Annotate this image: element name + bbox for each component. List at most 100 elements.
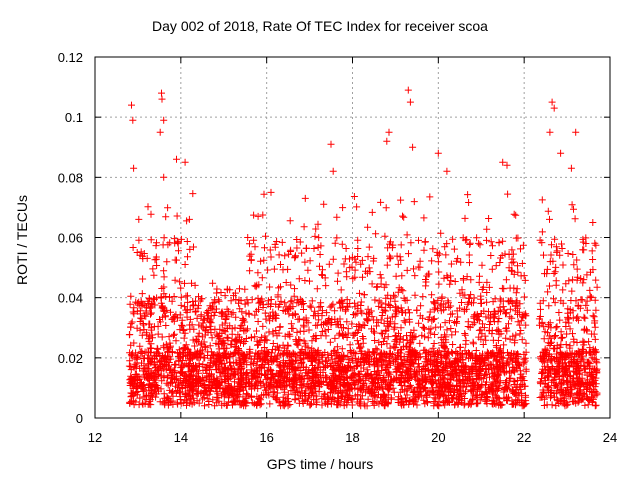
data-point bbox=[589, 312, 597, 320]
data-point bbox=[186, 392, 194, 400]
data-point bbox=[544, 353, 552, 361]
data-point bbox=[573, 384, 581, 392]
data-point bbox=[399, 287, 407, 295]
data-point bbox=[227, 297, 235, 305]
data-point bbox=[235, 354, 243, 362]
data-point bbox=[537, 354, 545, 362]
data-point bbox=[553, 350, 561, 358]
data-point bbox=[542, 348, 550, 356]
data-point bbox=[136, 251, 144, 259]
data-point bbox=[537, 305, 544, 313]
data-point bbox=[343, 318, 351, 326]
data-point bbox=[512, 354, 520, 362]
data-point bbox=[277, 261, 284, 268]
data-point bbox=[357, 302, 365, 309]
data-point bbox=[480, 359, 488, 367]
data-point bbox=[477, 310, 485, 317]
data-point bbox=[147, 236, 155, 244]
data-point bbox=[546, 128, 554, 136]
data-point bbox=[381, 334, 389, 342]
data-point bbox=[330, 364, 338, 372]
data-point bbox=[158, 304, 166, 312]
data-point bbox=[481, 354, 489, 362]
data-point bbox=[516, 330, 524, 338]
data-point bbox=[335, 375, 343, 383]
data-point bbox=[372, 385, 380, 393]
data-point bbox=[457, 258, 465, 266]
data-point bbox=[405, 375, 413, 383]
data-point bbox=[331, 239, 339, 247]
data-point bbox=[170, 331, 177, 339]
data-point bbox=[581, 401, 589, 409]
data-point bbox=[254, 269, 262, 277]
data-point bbox=[518, 390, 526, 398]
data-point bbox=[411, 291, 419, 299]
data-point bbox=[555, 366, 563, 374]
data-point bbox=[407, 338, 415, 346]
data-point bbox=[514, 234, 522, 242]
data-point bbox=[305, 394, 313, 402]
data-point bbox=[144, 374, 151, 382]
data-point bbox=[312, 335, 320, 342]
data-point bbox=[419, 293, 427, 301]
data-point bbox=[565, 277, 573, 285]
data-point bbox=[164, 401, 172, 409]
data-point bbox=[390, 375, 398, 383]
data-point bbox=[322, 282, 330, 290]
data-point bbox=[340, 324, 347, 332]
data-point bbox=[461, 214, 469, 222]
data-point bbox=[440, 390, 448, 398]
data-point bbox=[231, 343, 239, 351]
data-point bbox=[400, 317, 408, 325]
data-point bbox=[209, 279, 217, 287]
data-point bbox=[345, 358, 353, 366]
data-point bbox=[556, 361, 563, 369]
data-point bbox=[406, 309, 413, 317]
data-point bbox=[126, 400, 134, 407]
data-point bbox=[189, 387, 196, 395]
data-point bbox=[168, 315, 176, 323]
data-point bbox=[545, 332, 553, 340]
data-point bbox=[340, 352, 348, 360]
data-point bbox=[302, 369, 310, 377]
data-point bbox=[586, 348, 594, 356]
data-point bbox=[366, 309, 374, 317]
data-point bbox=[483, 353, 491, 361]
data-point bbox=[377, 198, 385, 206]
data-point bbox=[482, 313, 490, 321]
data-point bbox=[338, 297, 346, 305]
data-point bbox=[591, 239, 599, 247]
data-point bbox=[434, 149, 442, 157]
data-point bbox=[237, 297, 245, 305]
data-point bbox=[479, 341, 487, 348]
data-point bbox=[257, 378, 265, 386]
data-point bbox=[438, 351, 446, 359]
data-point bbox=[356, 343, 364, 351]
data-point bbox=[240, 398, 248, 406]
data-point bbox=[575, 350, 583, 358]
data-point bbox=[213, 305, 220, 313]
data-point bbox=[459, 376, 467, 383]
data-point bbox=[372, 379, 379, 387]
data-point bbox=[540, 335, 548, 343]
data-point bbox=[435, 347, 443, 355]
data-point bbox=[422, 365, 429, 373]
data-point bbox=[372, 345, 380, 353]
data-point bbox=[506, 351, 514, 359]
data-point bbox=[441, 401, 449, 409]
data-point bbox=[439, 392, 447, 399]
data-point bbox=[537, 378, 544, 386]
data-point bbox=[148, 393, 156, 401]
data-point bbox=[269, 340, 277, 347]
data-point bbox=[329, 377, 337, 385]
data-point bbox=[379, 375, 387, 383]
data-point bbox=[482, 389, 490, 397]
data-point bbox=[514, 351, 522, 359]
data-point bbox=[296, 349, 304, 357]
data-point bbox=[164, 344, 172, 351]
data-point bbox=[448, 331, 456, 339]
data-point bbox=[517, 327, 525, 334]
data-point bbox=[202, 324, 210, 331]
data-point bbox=[228, 325, 236, 333]
data-point bbox=[351, 266, 359, 274]
